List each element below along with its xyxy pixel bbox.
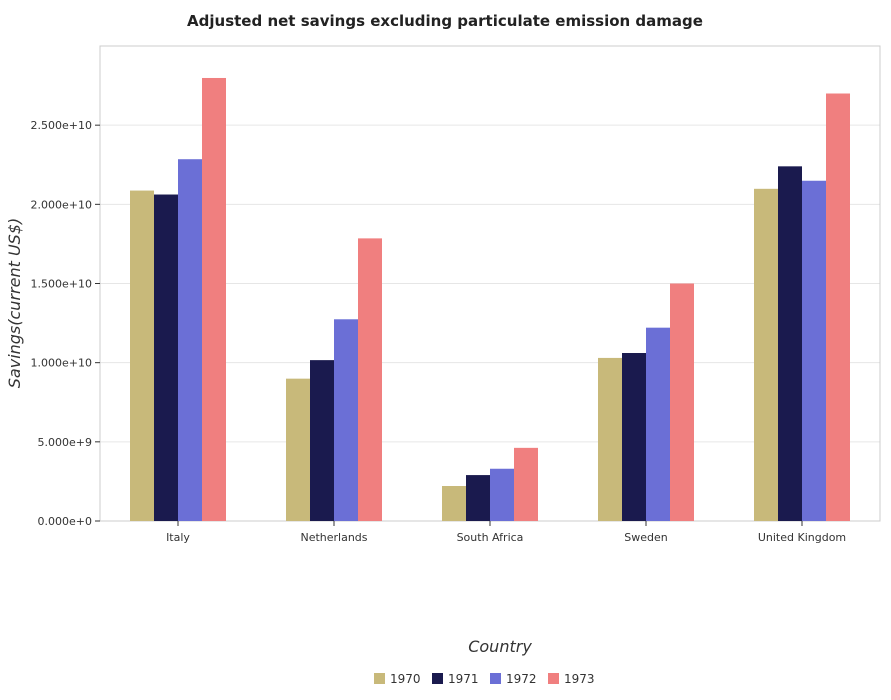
bar-1973-sweden	[670, 283, 694, 521]
legend-label: 1971	[448, 672, 479, 686]
legend-swatch	[490, 673, 501, 684]
bar-1972-netherlands	[334, 319, 358, 521]
bar-1973-netherlands	[358, 238, 382, 521]
bar-1970-sweden	[598, 357, 622, 521]
legend-swatch	[548, 673, 559, 684]
bar-1971-sweden	[622, 353, 646, 521]
x-tick-label: Sweden	[624, 531, 667, 544]
y-tick-label: 2.000e+10	[31, 198, 92, 211]
legend-label: 1970	[390, 672, 421, 686]
bar-1973-italy	[202, 77, 226, 521]
bar-1970-united-kingdom	[754, 188, 778, 522]
x-tick-label: Netherlands	[300, 531, 367, 544]
bar-1972-italy	[178, 159, 202, 522]
x-tick-label: United Kingdom	[758, 531, 846, 544]
y-tick-label: 2.500e+10	[31, 119, 92, 132]
bar-1971-united-kingdom	[778, 166, 802, 522]
bar-1972-south-africa	[490, 468, 514, 521]
bar-1972-united-kingdom	[802, 180, 826, 521]
bar-1971-netherlands	[310, 360, 334, 521]
y-axis-label: Savings(current US$)	[5, 218, 24, 388]
bar-1970-italy	[130, 190, 154, 521]
bars-group	[130, 77, 850, 522]
bar-1970-south-africa	[442, 486, 466, 521]
y-tick-label: 0.000e+0	[38, 515, 92, 528]
y-tick-label: 5.000e+9	[38, 436, 92, 449]
x-tick-label: South Africa	[457, 531, 524, 544]
bar-1973-united-kingdom	[826, 93, 850, 521]
bar-1971-italy	[154, 194, 178, 521]
chart-title: Adjusted net savings excluding particula…	[187, 12, 703, 30]
x-tick-label: Italy	[166, 531, 190, 544]
legend: 1970 1971 1972 1973	[374, 672, 595, 686]
y-axis-ticks: 0.000e+0 5.000e+9 1.000e+10 1.500e+10 2.000e…	[31, 119, 100, 528]
y-tick-label: 1.000e+10	[31, 357, 92, 370]
legend-label: 1972	[506, 672, 537, 686]
bar-1973-south-africa	[514, 447, 538, 521]
legend-label: 1973	[564, 672, 595, 686]
legend-swatch	[432, 673, 443, 684]
bar-1970-netherlands	[286, 378, 310, 521]
y-tick-label: 1.500e+10	[31, 278, 92, 291]
x-axis-label: Country	[468, 637, 532, 656]
legend-swatch	[374, 673, 385, 684]
bar-1971-south-africa	[466, 475, 490, 521]
bar-1972-sweden	[646, 327, 670, 521]
x-axis-ticks: Italy Netherlands South Africa Sweden United…	[166, 521, 846, 544]
